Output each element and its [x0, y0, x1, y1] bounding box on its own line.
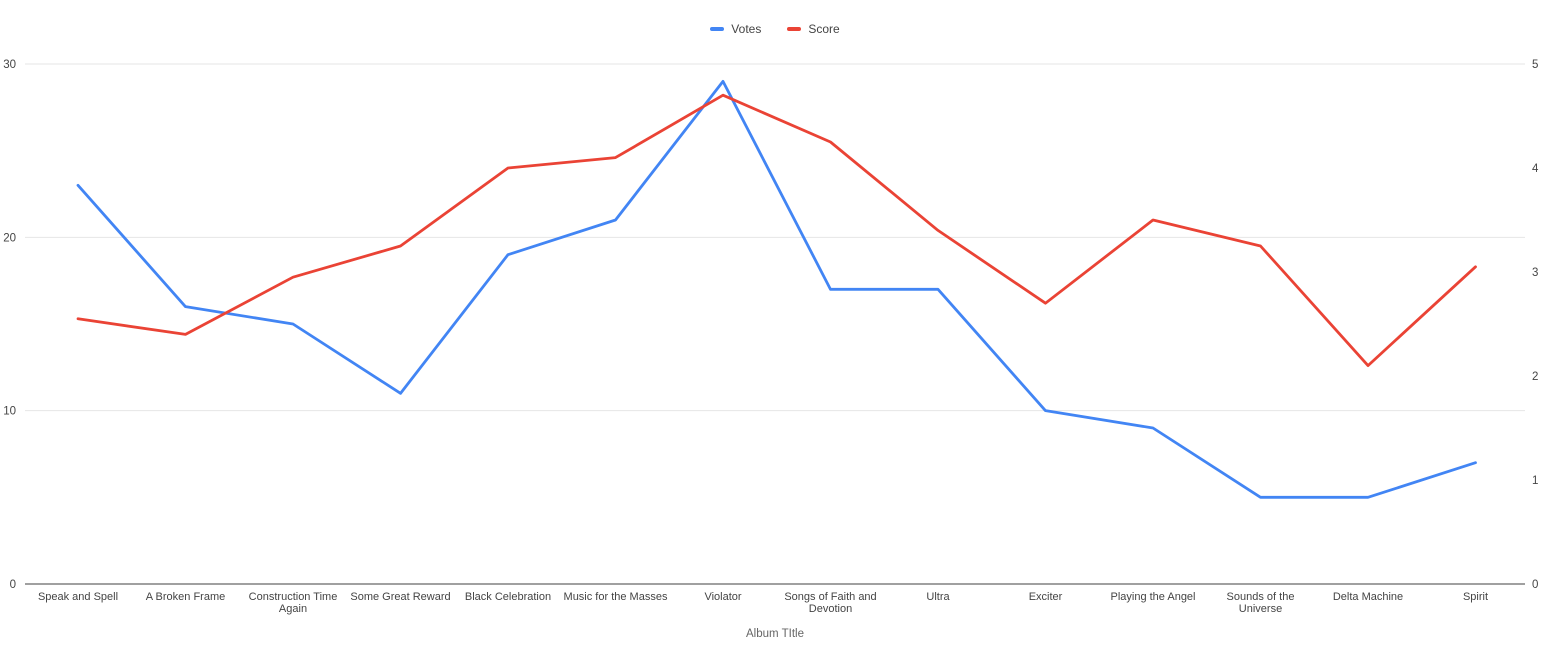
right-axis-tick-label: 3 — [1532, 267, 1538, 279]
x-category-label: Exciter — [1029, 591, 1063, 603]
left-axis-tick-label: 0 — [10, 579, 16, 591]
x-category-label: Universe — [1239, 603, 1282, 615]
legend-label-score: Score — [808, 22, 840, 36]
x-category-label: Playing the Angel — [1110, 591, 1195, 603]
chart-legend: Votes Score — [0, 22, 1550, 36]
right-axis-tick-label: 2 — [1532, 371, 1538, 383]
legend-item-score[interactable]: Score — [787, 22, 840, 36]
x-category-label: Spirit — [1463, 591, 1488, 603]
x-category-label: Again — [279, 603, 307, 615]
votes-line-swatch-icon — [710, 27, 725, 31]
x-category-label: A Broken Frame — [146, 591, 225, 603]
left-axis-tick-label: 20 — [3, 232, 16, 244]
x-category-label: Construction Time — [249, 591, 338, 603]
series-line-votes[interactable] — [76, 79, 1477, 499]
left-axis-tick-label: 10 — [3, 406, 16, 418]
x-category-label: Music for the Masses — [564, 591, 668, 603]
x-category-label: Black Celebration — [465, 591, 551, 603]
x-category-label: Some Great Reward — [350, 591, 450, 603]
x-category-label: Violator — [704, 591, 741, 603]
right-axis-tick-label: 1 — [1532, 475, 1538, 487]
x-category-label: Sounds of the — [1227, 591, 1295, 603]
x-category-label: Songs of Faith and — [784, 591, 876, 603]
score-line-swatch-icon — [787, 27, 802, 31]
x-category-label: Speak and Spell — [38, 591, 118, 603]
left-axis-tick-label: 30 — [3, 59, 16, 71]
x-category-label: Ultra — [926, 591, 950, 603]
legend-label-votes: Votes — [731, 22, 762, 36]
legend-item-votes[interactable]: Votes — [710, 22, 761, 36]
right-axis-tick-label: 5 — [1532, 59, 1538, 71]
series-line-score[interactable] — [76, 93, 1477, 368]
x-category-label: Delta Machine — [1333, 591, 1403, 603]
right-axis-tick-label: 0 — [1532, 579, 1538, 591]
x-category-label: Devotion — [809, 603, 852, 615]
x-axis-title: Album TItle — [746, 628, 804, 640]
right-axis-tick-label: 4 — [1532, 163, 1539, 175]
